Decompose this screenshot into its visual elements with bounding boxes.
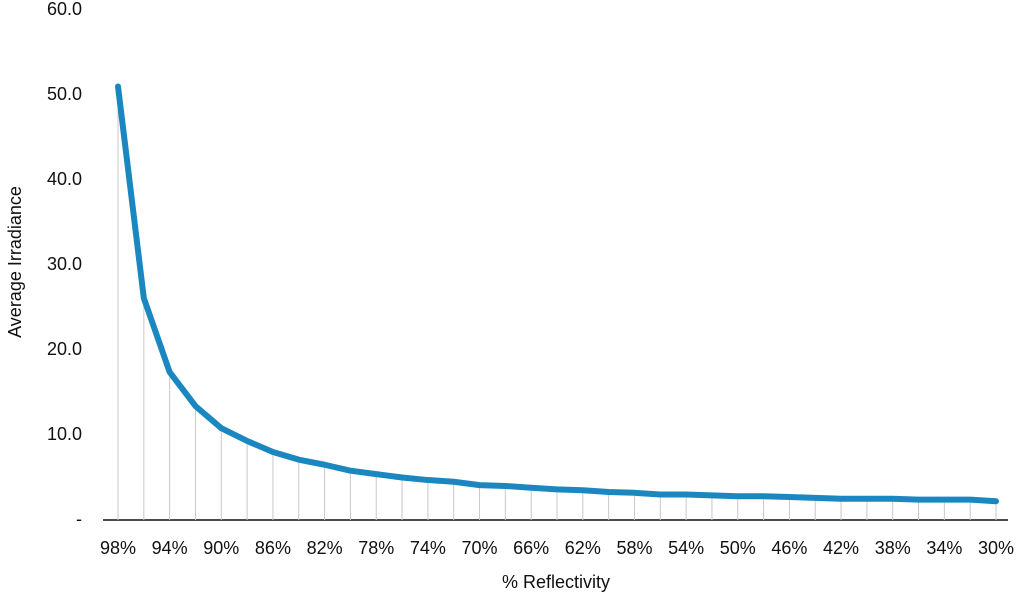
x-tick-label: 34%: [926, 538, 962, 558]
x-tick-label: 50%: [720, 538, 756, 558]
x-tick-label: 46%: [771, 538, 807, 558]
y-axis-title: Average Irradiance: [5, 186, 25, 338]
x-tick-label: 66%: [513, 538, 549, 558]
x-tick-label: 74%: [410, 538, 446, 558]
data-line: [115, 83, 999, 505]
y-tick-label: 30.0: [47, 254, 82, 274]
y-tick-label: 60.0: [47, 0, 82, 19]
y-tick-label: 40.0: [47, 169, 82, 189]
y-tick-label: -: [76, 509, 82, 529]
x-tick-label: 78%: [358, 538, 394, 558]
x-tick-label: 38%: [875, 538, 911, 558]
x-tick-label: 82%: [307, 538, 343, 558]
x-tick-label: 62%: [565, 538, 601, 558]
x-tick-label: 70%: [462, 538, 498, 558]
x-tick-label: 86%: [255, 538, 291, 558]
x-tick-label: 30%: [978, 538, 1014, 558]
x-tick-label: 54%: [668, 538, 704, 558]
x-tick-label: 98%: [100, 538, 136, 558]
x-axis-title: % Reflectivity: [502, 572, 610, 592]
y-tick-label: 10.0: [47, 424, 82, 444]
y-tick-label: 50.0: [47, 84, 82, 104]
x-tick-label: 90%: [203, 538, 239, 558]
x-tick-label: 94%: [152, 538, 188, 558]
x-tick-label: 58%: [616, 538, 652, 558]
x-tick-label: 42%: [823, 538, 859, 558]
y-tick-label: 20.0: [47, 339, 82, 359]
